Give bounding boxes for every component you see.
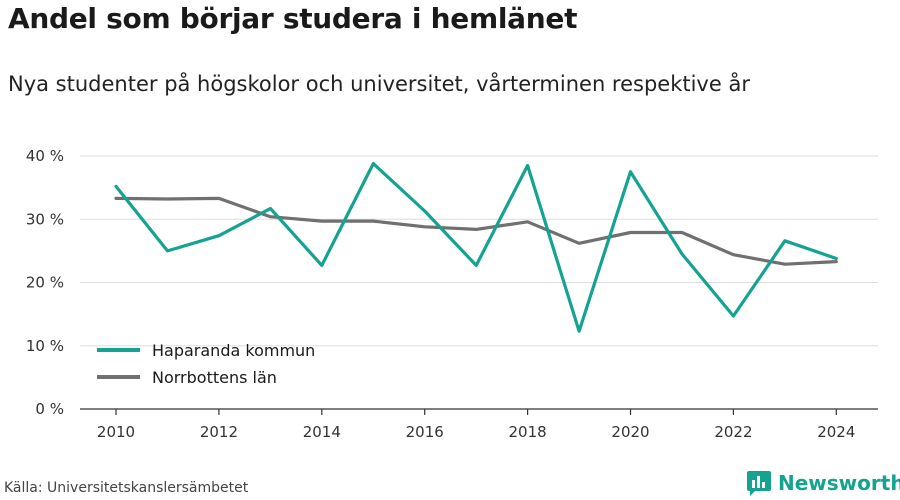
y-tick-label: 20 % <box>26 274 64 292</box>
source-note: Källa: Universitetskanslersämbetet <box>4 480 249 496</box>
legend-label-haparanda: Haparanda kommun <box>152 341 315 360</box>
legend-label-norrbotten: Norrbottens län <box>152 368 277 387</box>
grid-lines <box>80 155 878 347</box>
x-tick-label: 2014 <box>303 423 341 441</box>
x-tick-label: 2020 <box>611 423 649 441</box>
chart-subtitle: Nya studenter på högskolor och universit… <box>8 72 750 96</box>
y-axis: 0 % 10 % 20 % 30 % 40 % <box>26 147 64 418</box>
brand-name: Newsworthy <box>778 471 900 495</box>
x-tick-label: 2012 <box>200 423 238 441</box>
x-tick-label: 2022 <box>714 423 752 441</box>
y-tick-label: 30 % <box>26 210 64 228</box>
series-lines <box>114 162 838 333</box>
y-tick-label: 40 % <box>26 147 64 165</box>
newsworthy-logo-icon <box>747 471 771 496</box>
legend: Haparanda kommun Norrbottens län <box>97 341 315 387</box>
y-tick-label: 0 % <box>35 400 64 418</box>
series-line-norrbotten <box>114 196 838 266</box>
x-tick-label: 2018 <box>509 423 547 441</box>
series-line-haparanda <box>114 162 838 333</box>
x-tick-label: 2024 <box>817 423 855 441</box>
x-axis: 2010 2012 2014 2016 2018 2020 2022 2024 <box>80 408 878 441</box>
x-tick-label: 2016 <box>406 423 444 441</box>
brand-logo: Newsworthy <box>746 470 900 496</box>
x-tick-label: 2010 <box>97 423 135 441</box>
y-tick-label: 10 % <box>26 337 64 355</box>
chart-title: Andel som börjar studera i hemlänet <box>8 2 578 35</box>
